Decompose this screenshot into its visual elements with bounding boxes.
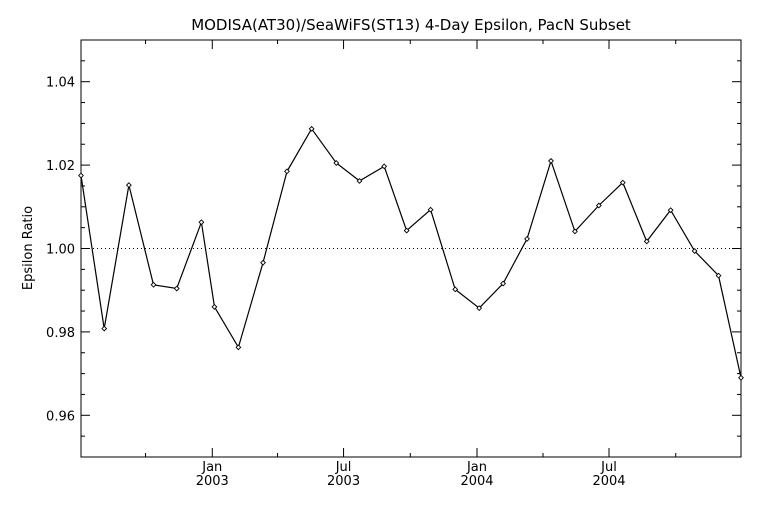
x-tick-label-year: 2004 xyxy=(592,474,625,489)
x-tick-label-year: 2003 xyxy=(327,474,360,489)
data-point xyxy=(643,238,650,245)
data-point xyxy=(381,163,388,170)
x-tick-label-month: Jul xyxy=(335,460,352,475)
data-point xyxy=(691,248,698,254)
x-tick-label-month: Jan xyxy=(466,460,487,475)
data-point xyxy=(101,325,108,332)
x-tick-label-year: 2004 xyxy=(460,474,493,489)
y-tick-label: 1.00 xyxy=(46,243,75,258)
chart-title: MODISA(AT30)/SeaWiFS(ST13) 4-Day Epsilon… xyxy=(191,16,631,34)
y-tick-label: 0.96 xyxy=(46,409,75,424)
data-point xyxy=(198,219,205,226)
data-point xyxy=(284,168,290,175)
data-point xyxy=(524,235,530,242)
data-point xyxy=(595,202,602,209)
data-point xyxy=(427,206,434,213)
data-point xyxy=(173,285,180,292)
y-tick-label: 1.04 xyxy=(46,76,75,91)
data-point xyxy=(452,286,459,293)
data-point xyxy=(78,172,84,179)
data-point xyxy=(667,207,674,214)
data-point xyxy=(500,280,507,287)
series-line xyxy=(80,127,742,378)
data-point xyxy=(356,178,363,184)
data-point xyxy=(738,374,744,381)
y-tick-label: 0.98 xyxy=(46,326,75,341)
plot-frame xyxy=(80,39,742,458)
data-point xyxy=(150,281,157,288)
data-point xyxy=(308,125,315,132)
x-tick-label-month: Jul xyxy=(600,460,617,475)
data-point xyxy=(548,157,554,164)
y-tick-label: 1.02 xyxy=(46,159,75,174)
data-point xyxy=(715,272,722,279)
data-point xyxy=(403,227,410,234)
data-point xyxy=(476,305,483,312)
data-point xyxy=(211,303,218,310)
x-tick-label-year: 2003 xyxy=(196,474,229,489)
data-point xyxy=(619,179,626,186)
data-point xyxy=(333,160,340,166)
x-tick-label-month: Jan xyxy=(201,460,222,475)
data-point xyxy=(260,259,266,266)
y-axis-label: Epsilon Ratio xyxy=(21,206,36,290)
data-point xyxy=(125,182,132,189)
data-point xyxy=(235,344,242,351)
data-point xyxy=(571,228,578,235)
